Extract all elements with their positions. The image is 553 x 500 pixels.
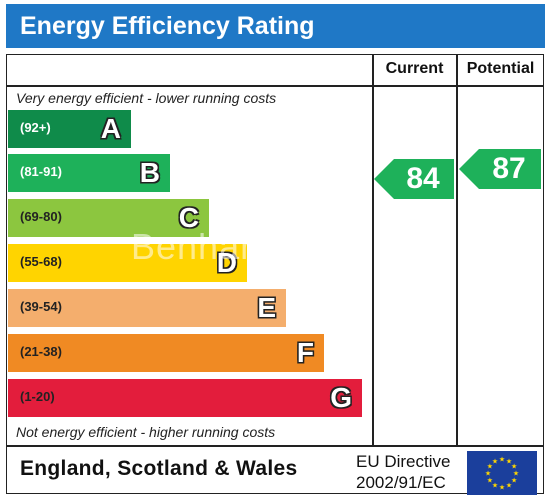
band-letter: G [330,382,352,413]
column-header-potential: Potential [466,60,535,77]
star-icon: ★ [487,477,493,485]
star-icon: ★ [492,482,498,490]
band-letter: C [178,202,199,233]
band-range: (21-38) [20,344,62,359]
star-icon: ★ [513,470,519,478]
band-letter: F [296,337,314,368]
caption-top: Very energy efficient - lower running co… [16,90,277,106]
potential-rating-arrow: 87 [459,149,541,189]
column-divider-current [372,54,374,446]
band-range: (92+) [20,120,51,135]
star-icon: ★ [499,484,505,492]
band-range: (69-80) [20,209,62,224]
eu-flag-icon: ★ ★ ★ ★ ★ ★ ★ ★ ★ ★ ★ ★ [467,451,537,495]
band-a: (92+) A [8,110,131,148]
header-divider [6,85,544,87]
star-icon: ★ [511,463,517,471]
arrow-shape-icon [374,159,454,199]
star-icon: ★ [487,463,493,471]
footer-divider [6,445,544,447]
current-rating-value: 84 [406,162,440,195]
current-rating-arrow: 84 [374,159,454,199]
footer-country: England, Scotland & Wales [20,457,298,480]
rating-table-frame [6,54,544,494]
band-range: (39-54) [20,299,62,314]
band-b: (81-91) B [8,154,170,192]
caption-bottom: Not energy efficient - higher running co… [16,424,276,440]
star-icon: ★ [499,456,505,464]
potential-rating-value: 87 [492,152,526,185]
band-c: (69-80) C [8,199,209,237]
band-letter: E [257,292,276,323]
band-e: (39-54) E [8,289,286,327]
star-icon: ★ [511,477,517,485]
page-title: Energy Efficiency Rating [20,12,315,40]
column-header-current: Current [385,60,444,77]
star-icon: ★ [492,457,498,465]
band-d: (55-68) D [8,244,247,282]
band-range: (81-91) [20,164,62,179]
band-letter: D [216,247,237,278]
column-divider-potential [456,54,458,446]
band-letter: A [100,113,121,144]
arrow-shape-icon [459,149,541,189]
band-g: (1-20) G [8,379,362,417]
title-bar: Energy Efficiency Rating [6,4,545,48]
band-letter: B [139,157,160,188]
eu-directive-label: EU Directive [356,452,451,471]
eu-directive-number: 2002/91/EC [356,473,446,492]
star-icon: ★ [506,482,512,490]
band-range: (55-68) [20,254,62,269]
star-icon: ★ [485,470,491,478]
star-icon: ★ [506,457,512,465]
band-f: (21-38) F [8,334,324,372]
band-range: (1-20) [20,389,55,404]
watermark: Benham [131,226,272,267]
